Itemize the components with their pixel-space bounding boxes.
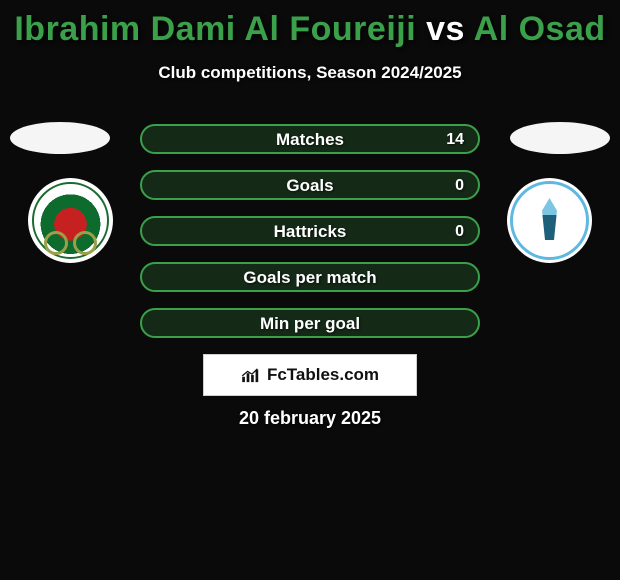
- brand-text: FcTables.com: [267, 365, 379, 385]
- page-title: Ibrahim Dami Al Foureiji vs Al Osad: [0, 0, 620, 49]
- brand-box[interactable]: FcTables.com: [203, 354, 417, 396]
- stat-row: Matches 14: [140, 124, 480, 154]
- stat-label: Hattricks: [274, 222, 347, 241]
- title-vs: vs: [426, 10, 465, 48]
- left-ellipse: [10, 122, 110, 154]
- stat-row: Goals 0: [140, 170, 480, 200]
- stat-label: Min per goal: [260, 314, 360, 333]
- team-badge-right-art: [510, 181, 589, 260]
- stat-label: Goals per match: [243, 268, 376, 287]
- title-opponent: Al Osad: [474, 10, 606, 48]
- bar-chart-icon: [241, 367, 263, 383]
- date-label: 20 february 2025: [0, 408, 620, 429]
- stat-row: Goals per match: [140, 262, 480, 292]
- right-ellipse: [510, 122, 610, 154]
- team-badge-left: [28, 178, 113, 263]
- stats-list: Matches 14 Goals 0 Hattricks 0 Goals per match…: [140, 124, 480, 354]
- team-badge-left-art: [32, 182, 109, 259]
- infographic-card: Ibrahim Dami Al Foureiji vs Al Osad Club…: [0, 0, 620, 580]
- stat-value: 0: [455, 172, 464, 200]
- stat-value: 14: [446, 126, 464, 154]
- stat-row: Hattricks 0: [140, 216, 480, 246]
- stat-label: Goals: [286, 176, 333, 195]
- stat-label: Matches: [276, 130, 344, 149]
- subtitle: Club competitions, Season 2024/2025: [0, 63, 620, 83]
- title-player: Ibrahim Dami Al Foureiji: [14, 10, 416, 48]
- team-badge-right: [507, 178, 592, 263]
- stat-row: Min per goal: [140, 308, 480, 338]
- stat-value: 0: [455, 218, 464, 246]
